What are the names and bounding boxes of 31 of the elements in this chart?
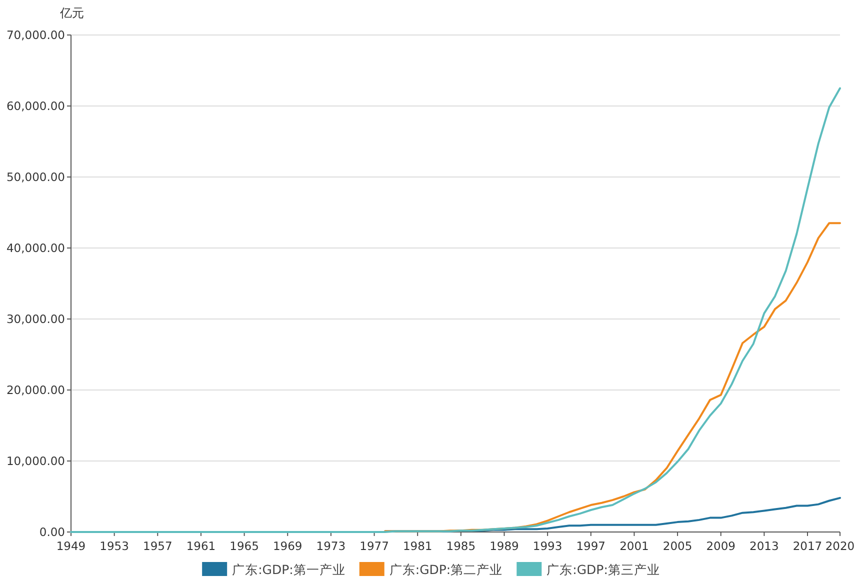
x-tick-label: 1965 bbox=[230, 539, 259, 553]
x-tick-label: 1989 bbox=[490, 539, 519, 553]
x-tick-label: 2009 bbox=[706, 539, 736, 553]
x-tick-label: 1977 bbox=[360, 539, 389, 553]
legend-label: 广东:GDP:第一产业 bbox=[232, 562, 346, 577]
y-axis-title: 亿元 bbox=[59, 6, 84, 20]
legend-label: 广东:GDP:第三产业 bbox=[546, 562, 660, 577]
x-tick-label: 2017 bbox=[792, 539, 822, 553]
x-tick-label: 1973 bbox=[316, 539, 346, 553]
x-tick-label: 1993 bbox=[532, 539, 562, 553]
x-tick-label: 1969 bbox=[272, 539, 302, 553]
y-tick-label: 10,000.00 bbox=[6, 454, 65, 468]
legend-label: 广东:GDP:第二产业 bbox=[389, 562, 503, 577]
x-tick-label: 2005 bbox=[662, 539, 692, 553]
x-tick-label: 1953 bbox=[100, 539, 129, 553]
x-tick-label: 2020 bbox=[825, 539, 855, 553]
y-tick-label: 40,000.00 bbox=[6, 241, 65, 255]
x-tick-label: 2013 bbox=[750, 539, 779, 553]
x-tick-label: 1949 bbox=[56, 539, 86, 553]
x-tick-label: 1961 bbox=[186, 539, 216, 553]
y-tick-label: 30,000.00 bbox=[6, 312, 65, 326]
y-tick-label: 20,000.00 bbox=[6, 383, 65, 397]
x-tick-label: 1981 bbox=[402, 539, 432, 553]
x-tick-label: 1985 bbox=[446, 539, 476, 553]
y-tick-label: 50,000.00 bbox=[6, 170, 65, 184]
y-tick-label: 60,000.00 bbox=[6, 99, 65, 113]
x-tick-label: 1957 bbox=[143, 539, 172, 553]
x-tick-label: 2001 bbox=[620, 539, 649, 553]
x-tick-label: 1997 bbox=[576, 539, 606, 553]
y-tick-label: 70,000.00 bbox=[6, 28, 65, 42]
y-tick-label: 0.00 bbox=[39, 525, 65, 539]
